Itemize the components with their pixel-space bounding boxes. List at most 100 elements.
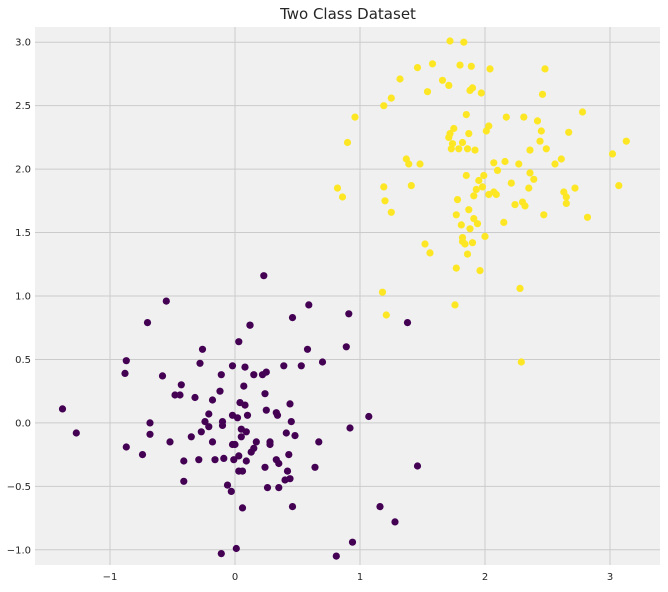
data-point-class-1	[500, 218, 508, 226]
data-point-class-0	[266, 438, 274, 446]
data-point-class-0	[72, 429, 80, 437]
data-point-class-1	[476, 267, 484, 275]
data-point-class-1	[520, 113, 528, 121]
data-point-class-0	[391, 518, 399, 526]
data-point-class-1	[446, 130, 454, 138]
data-point-class-0	[403, 319, 412, 327]
data-point-class-0	[260, 272, 268, 280]
data-point-class-1	[536, 137, 544, 145]
data-point-class-1	[542, 145, 550, 153]
data-point-class-1	[460, 38, 468, 46]
y-tick-label: −1.0	[7, 545, 31, 556]
data-point-class-1	[480, 171, 488, 180]
data-point-class-1	[461, 240, 469, 248]
data-point-class-1	[516, 284, 524, 292]
data-point-class-0	[262, 406, 270, 414]
data-point-class-1	[380, 183, 388, 191]
data-point-class-0	[287, 418, 295, 426]
data-point-class-1	[565, 128, 573, 136]
data-point-class-1	[421, 240, 429, 248]
data-point-class-1	[446, 37, 454, 45]
data-point-class-1	[521, 202, 529, 210]
data-point-class-0	[228, 440, 237, 449]
data-point-class-0	[58, 405, 67, 413]
data-point-class-1	[470, 192, 478, 200]
data-point-class-1	[465, 130, 473, 138]
data-point-class-0	[205, 423, 213, 431]
data-point-class-0	[201, 418, 209, 426]
data-point-class-0	[413, 462, 422, 470]
data-point-class-0	[250, 444, 258, 452]
x-tick-label: 3	[607, 572, 613, 583]
data-point-class-1	[428, 60, 437, 68]
data-point-class-1	[452, 211, 460, 219]
data-point-class-0	[275, 459, 283, 468]
data-point-class-0	[211, 456, 219, 464]
data-point-class-0	[171, 391, 179, 399]
data-point-class-1	[537, 127, 545, 135]
data-point-class-0	[191, 393, 199, 402]
data-point-class-1	[426, 249, 434, 257]
data-point-class-1	[562, 199, 570, 207]
data-point-class-0	[242, 428, 250, 436]
x-tick-label: 2	[482, 572, 488, 583]
data-point-class-1	[526, 146, 534, 154]
data-point-class-1	[468, 239, 477, 247]
data-point-class-0	[288, 503, 297, 511]
data-point-class-1	[583, 213, 592, 221]
data-point-class-0	[291, 432, 299, 440]
data-point-class-1	[533, 117, 542, 125]
y-tick-label: 0.0	[15, 418, 31, 429]
data-point-class-0	[286, 400, 294, 408]
data-point-class-1	[453, 196, 462, 204]
data-point-class-0	[121, 369, 129, 377]
data-point-class-0	[315, 438, 323, 446]
data-point-class-0	[166, 438, 174, 446]
data-point-class-0	[122, 443, 130, 451]
data-point-class-1	[517, 358, 525, 366]
data-point-class-1	[407, 182, 415, 190]
data-point-class-0	[232, 544, 240, 553]
data-point-class-0	[198, 345, 207, 353]
y-tick-label: −0.5	[7, 482, 31, 493]
data-point-class-0	[240, 382, 248, 390]
data-point-class-1	[502, 113, 510, 121]
y-tick-label: 3.0	[15, 38, 31, 49]
data-point-class-1	[622, 137, 630, 145]
data-point-class-1	[333, 184, 342, 192]
data-point-class-0	[261, 390, 269, 398]
data-point-class-0	[280, 362, 288, 370]
chart-title: Two Class Dataset	[279, 5, 416, 23]
data-point-class-0	[180, 477, 188, 485]
data-point-class-1	[405, 160, 413, 168]
data-point-class-0	[233, 414, 242, 422]
data-point-class-0	[176, 391, 184, 399]
data-point-class-1	[525, 184, 533, 192]
data-point-class-0	[218, 421, 227, 429]
data-point-class-1	[485, 122, 493, 130]
x-tick-label: 0	[232, 572, 238, 583]
y-tick-label: 1.0	[15, 292, 31, 303]
data-point-class-0	[262, 368, 270, 376]
data-point-class-0	[297, 362, 305, 370]
data-point-class-1	[473, 220, 482, 228]
data-point-class-0	[246, 321, 254, 329]
y-tick-label: 2.0	[15, 165, 31, 176]
data-point-class-1	[396, 75, 404, 83]
data-point-class-0	[283, 467, 292, 475]
data-point-class-0	[342, 343, 350, 351]
data-point-class-0	[158, 372, 167, 380]
data-point-class-1	[526, 169, 534, 177]
data-point-class-1	[515, 160, 523, 168]
data-point-class-0	[250, 371, 258, 379]
data-point-class-1	[450, 124, 458, 133]
data-point-class-1	[451, 301, 459, 309]
data-point-class-1	[608, 150, 617, 158]
data-point-class-0	[376, 503, 384, 511]
data-point-class-0	[177, 381, 185, 389]
data-point-class-1	[445, 81, 453, 89]
data-point-class-0	[187, 433, 195, 441]
data-point-class-0	[235, 338, 243, 346]
